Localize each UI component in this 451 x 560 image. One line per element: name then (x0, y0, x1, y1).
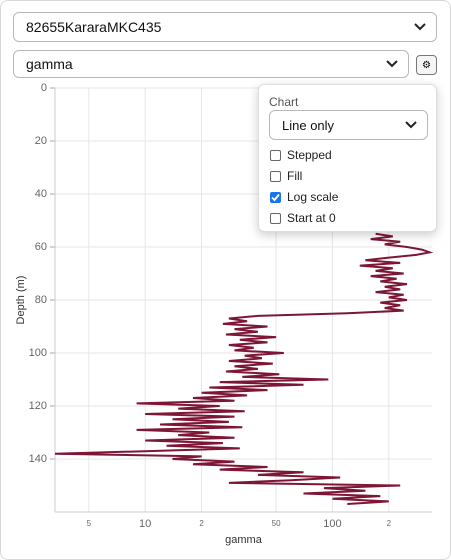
option[interactable]: Log scale (270, 190, 338, 204)
check (271, 193, 280, 201)
curve-select[interactable]: gamma (13, 50, 409, 78)
x-tick-label: 50 (272, 519, 281, 528)
gamma-line (54, 232, 434, 505)
option[interactable]: Stepped (270, 148, 332, 162)
well-select[interactable]: 82655KararaMKC435 (13, 12, 437, 42)
option-label: Start at 0 (287, 211, 336, 225)
x-tick-label: 2 (199, 519, 204, 528)
checkbox[interactable] (270, 170, 281, 182)
chevron (414, 23, 426, 31)
x-tick-label: 2 (387, 519, 392, 528)
y-tick-label: 0 (41, 82, 47, 94)
x-axis-label: gamma (225, 534, 263, 546)
y-tick-label: 20 (35, 135, 47, 147)
x-tick-label: 10 (139, 518, 151, 530)
popover-heading: Chart (269, 95, 299, 109)
option[interactable]: Fill (270, 169, 302, 183)
option-label: Fill (287, 169, 303, 183)
chevron (405, 121, 417, 129)
settings-popover: Chart Line only Stepped Fill Log scale Star… (258, 84, 437, 232)
y-tick-label: 140 (29, 453, 47, 465)
mode-select[interactable]: Line only (269, 110, 428, 140)
option[interactable]: Start at 0 (270, 211, 336, 225)
chevron (386, 60, 398, 68)
mode-name: Line only (282, 117, 335, 133)
y-tick-label: 60 (35, 241, 47, 253)
x-tick-label: 5 (87, 519, 92, 528)
settings-button[interactable]: ⚙ (416, 55, 437, 75)
option-label: Stepped (287, 148, 332, 162)
y-tick-label: 120 (29, 400, 47, 412)
option-label: Log scale (287, 190, 339, 204)
checkbox[interactable] (270, 191, 281, 203)
x-tick-label: 100 (323, 518, 341, 530)
y-tick-label: 100 (29, 347, 47, 359)
curve-name: gamma (26, 56, 73, 72)
well-name: 82655KararaMKC435 (26, 19, 162, 35)
checkbox[interactable] (270, 149, 281, 161)
y-tick-label: 80 (35, 294, 47, 306)
y-axis-label: Depth (m) (15, 276, 27, 325)
checkbox[interactable] (270, 212, 281, 224)
y-tick-label: 40 (35, 188, 47, 200)
